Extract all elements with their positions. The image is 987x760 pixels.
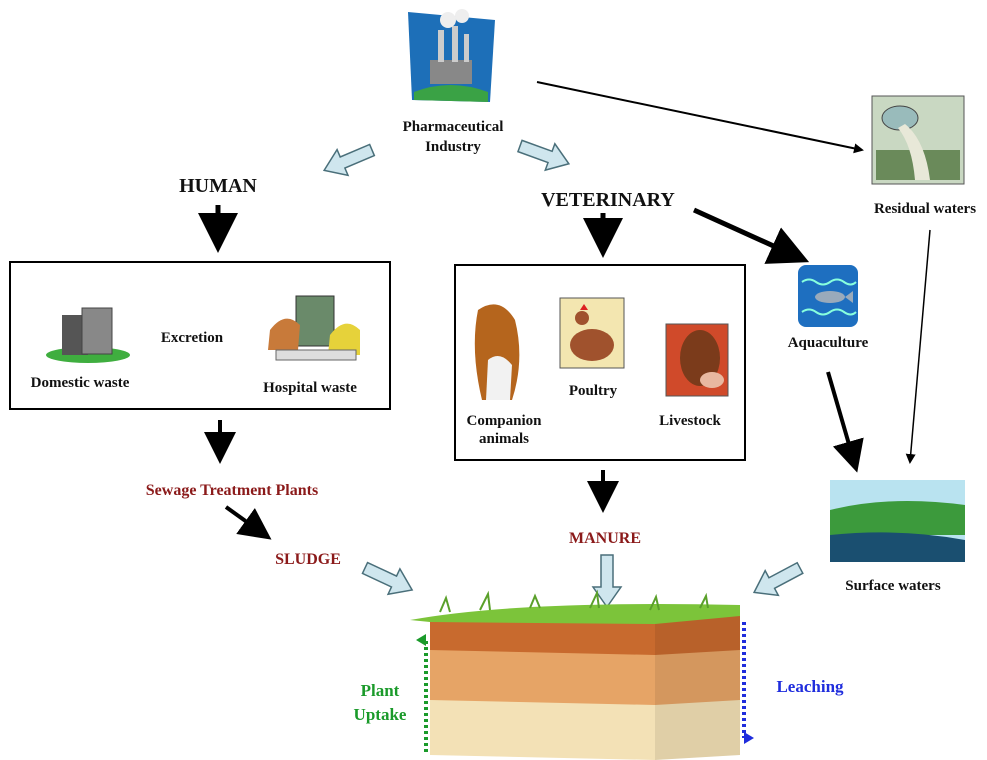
node-label: Residual waters bbox=[874, 201, 976, 217]
hollow-arrow bbox=[515, 133, 573, 177]
node-label: Poultry bbox=[569, 383, 618, 399]
dog-icon bbox=[475, 304, 520, 400]
node-label: Aquaculture bbox=[788, 335, 869, 351]
aquaculture-icon bbox=[798, 265, 858, 327]
bin-icon bbox=[46, 308, 130, 363]
node-label: Uptake bbox=[354, 705, 407, 724]
node-label: Domestic waste bbox=[31, 375, 130, 391]
poultry-icon bbox=[560, 298, 624, 368]
node-label: Livestock bbox=[659, 413, 721, 429]
node-label: Hospital waste bbox=[263, 380, 357, 396]
node-label: Plant bbox=[361, 681, 400, 700]
node-label: MANURE bbox=[569, 530, 641, 547]
node-label: Excretion bbox=[161, 330, 224, 346]
node-label: Sewage Treatment Plants bbox=[146, 482, 318, 499]
soil-icon bbox=[410, 593, 740, 760]
livestock-icon bbox=[666, 324, 728, 396]
hollow-arrow bbox=[319, 137, 378, 183]
node-label: Pharmaceutical bbox=[403, 119, 504, 135]
node-label: animals bbox=[479, 431, 529, 447]
hospital-icon bbox=[268, 296, 360, 360]
node-label: Companion bbox=[466, 413, 542, 429]
residual-icon bbox=[872, 96, 964, 184]
node-label: HUMAN bbox=[179, 175, 257, 197]
factory-icon bbox=[408, 9, 495, 102]
node-label: Leaching bbox=[776, 677, 844, 696]
node-label: Surface waters bbox=[845, 578, 941, 594]
diagram: Pharmaceutical Industry Residual waters … bbox=[0, 0, 987, 760]
surface-icon bbox=[830, 480, 965, 562]
hollow-arrow bbox=[359, 555, 418, 602]
node-label: VETERINARY bbox=[541, 189, 675, 211]
node-label: SLUDGE bbox=[275, 551, 341, 568]
hollow-arrow bbox=[748, 556, 807, 605]
node-label: Industry bbox=[425, 139, 481, 155]
